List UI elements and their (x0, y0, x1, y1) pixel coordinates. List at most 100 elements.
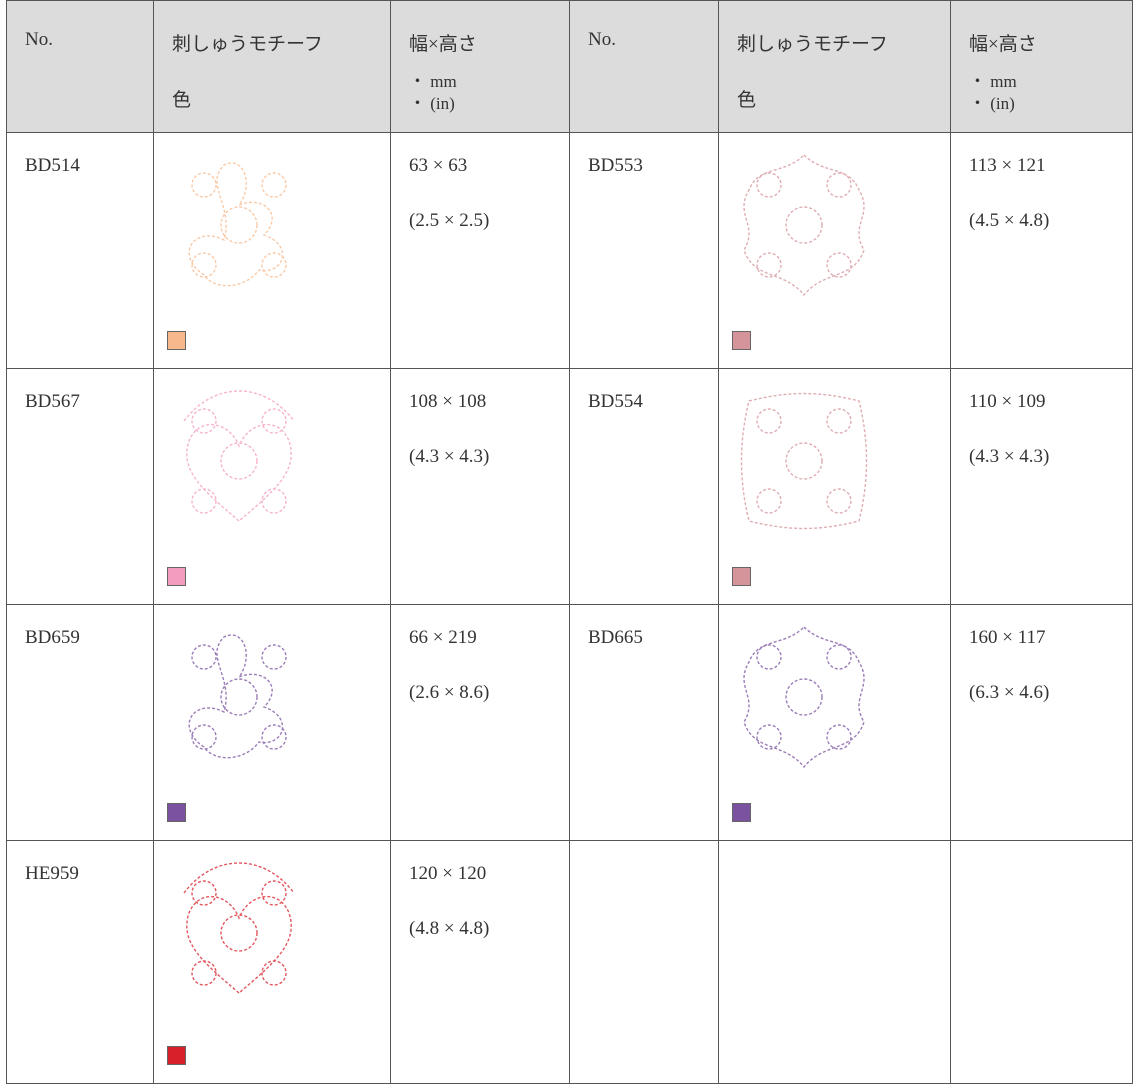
cell: 160 × 117 (6.3 × 4.6) (950, 604, 1133, 841)
motif-petal (826, 408, 852, 434)
header-in: ・ (in) (969, 94, 1015, 113)
header-motif: 刺しゅうモチーフ (172, 34, 323, 55)
cell: 120 × 120 (4.8 × 4.8) (390, 840, 570, 1084)
motif-petal (826, 644, 852, 670)
motif-petal (756, 724, 782, 750)
motif-petal (191, 408, 217, 434)
motif-stitches (183, 862, 295, 994)
size-in: (4.5 × 4.8) (969, 210, 1050, 231)
cell: BD567 (6, 368, 154, 605)
color-swatch (732, 803, 751, 822)
size-mm: 63 × 63 (409, 155, 468, 176)
motif-outline (740, 392, 868, 530)
cell: HE959 (6, 840, 154, 1084)
motif-number: BD514 (25, 155, 80, 176)
color-swatch (167, 567, 186, 586)
motif-number: BD554 (588, 391, 643, 412)
cell: 66 × 219 (2.6 × 8.6) (390, 604, 570, 841)
size-in: (4.8 × 4.8) (409, 918, 490, 939)
motif-center (220, 206, 258, 244)
motif-image (743, 626, 865, 769)
table-row: BD514 63 × 63 (2.5 × 2.5) BD553 113 × 121 (4.… (6, 132, 1133, 369)
motif-petal (191, 724, 217, 750)
motif-petal (756, 172, 782, 198)
motif-petal (191, 252, 217, 278)
document: No. 刺しゅうモチーフ色幅×高さ・ mm ・ (in) No. 刺しゅうモチーフ色幅×… (6, 0, 1133, 1084)
motif-image (183, 390, 295, 522)
color-swatch (167, 331, 186, 350)
motif-center (220, 442, 258, 480)
motif-petal (261, 252, 287, 278)
size-mm: 120 × 120 (409, 863, 487, 884)
cell: BD554 (569, 368, 719, 605)
motif-petal (261, 880, 287, 906)
cell (153, 132, 391, 369)
cell: 63 × 63 (2.5 × 2.5) (390, 132, 570, 369)
header-mm: ・ mm (969, 72, 1017, 91)
motif-petal (261, 488, 287, 514)
cell (718, 368, 951, 605)
motif-outline (188, 162, 284, 287)
size-in: (4.3 × 4.3) (409, 446, 490, 467)
motif-stitches (188, 634, 287, 759)
header-size: 幅×高さ (969, 34, 1037, 55)
motif-outline (183, 862, 295, 994)
header-cell: No. (6, 0, 154, 133)
size-mm: 110 × 109 (969, 391, 1046, 412)
motif-image (743, 154, 865, 297)
motif-petal (756, 252, 782, 278)
motif-number: HE959 (25, 863, 79, 884)
motif-image (740, 392, 868, 530)
size-mm: 66 × 219 (409, 627, 477, 648)
motif-table: No. 刺しゅうモチーフ色幅×高さ・ mm ・ (in) No. 刺しゅうモチーフ色幅×… (6, 0, 1133, 1084)
motif-center (785, 206, 823, 244)
motif-petal (191, 880, 217, 906)
table-row: BD659 66 × 219 (2.6 × 8.6) BD665 160 × 117 (6… (6, 604, 1133, 841)
cell (153, 840, 391, 1084)
header-no: No. (588, 29, 616, 50)
cell: 110 × 109 (4.3 × 4.3) (950, 368, 1133, 605)
cell (153, 604, 391, 841)
motif-petal (261, 172, 287, 198)
motif-petal (191, 172, 217, 198)
motif-petal (826, 724, 852, 750)
motif-outline (183, 390, 295, 522)
motif-petal (756, 644, 782, 670)
motif-petal (191, 644, 217, 670)
size-in: (2.5 × 2.5) (409, 210, 490, 231)
cell (950, 840, 1133, 1084)
size-mm: 160 × 117 (969, 627, 1046, 648)
color-swatch (167, 803, 186, 822)
size-in: (6.3 × 4.6) (969, 682, 1050, 703)
header-cell: 刺しゅうモチーフ色 (153, 0, 391, 133)
size-mm: 108 × 108 (409, 391, 487, 412)
color-swatch (732, 331, 751, 350)
motif-number: BD665 (588, 627, 643, 648)
table-row: BD567 108 × 108 (4.3 × 4.3) BD554 110 × 109 (… (6, 368, 1133, 605)
motif-image (183, 862, 295, 994)
motif-petal (756, 408, 782, 434)
cell: 113 × 121 (4.5 × 4.8) (950, 132, 1133, 369)
motif-number: BD659 (25, 627, 80, 648)
header-cell: 刺しゅうモチーフ色 (718, 0, 951, 133)
motif-outline (743, 626, 865, 769)
motif-stitches (183, 390, 295, 522)
motif-center (220, 678, 258, 716)
size-in: (2.6 × 8.6) (409, 682, 490, 703)
motif-stitches (743, 626, 865, 769)
motif-image (188, 634, 287, 759)
motif-number: BD553 (588, 155, 643, 176)
cell: BD665 (569, 604, 719, 841)
motif-center (785, 442, 823, 480)
motif-petal (756, 488, 782, 514)
motif-image (188, 162, 287, 287)
header-color: 色 (172, 90, 192, 111)
motif-petal (261, 408, 287, 434)
motif-center (785, 678, 823, 716)
table-body: BD514 63 × 63 (2.5 × 2.5) BD553 113 × 121 (4.… (6, 132, 1133, 1084)
header-motif: 刺しゅうモチーフ (737, 34, 888, 55)
header-cell: 幅×高さ・ mm ・ (in) (390, 0, 570, 133)
header-cell: No. (569, 0, 719, 133)
cell (718, 604, 951, 841)
color-swatch (167, 1046, 186, 1065)
